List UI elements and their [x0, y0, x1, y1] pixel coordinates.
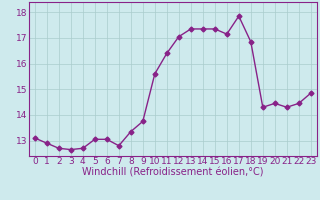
- X-axis label: Windchill (Refroidissement éolien,°C): Windchill (Refroidissement éolien,°C): [82, 168, 264, 178]
